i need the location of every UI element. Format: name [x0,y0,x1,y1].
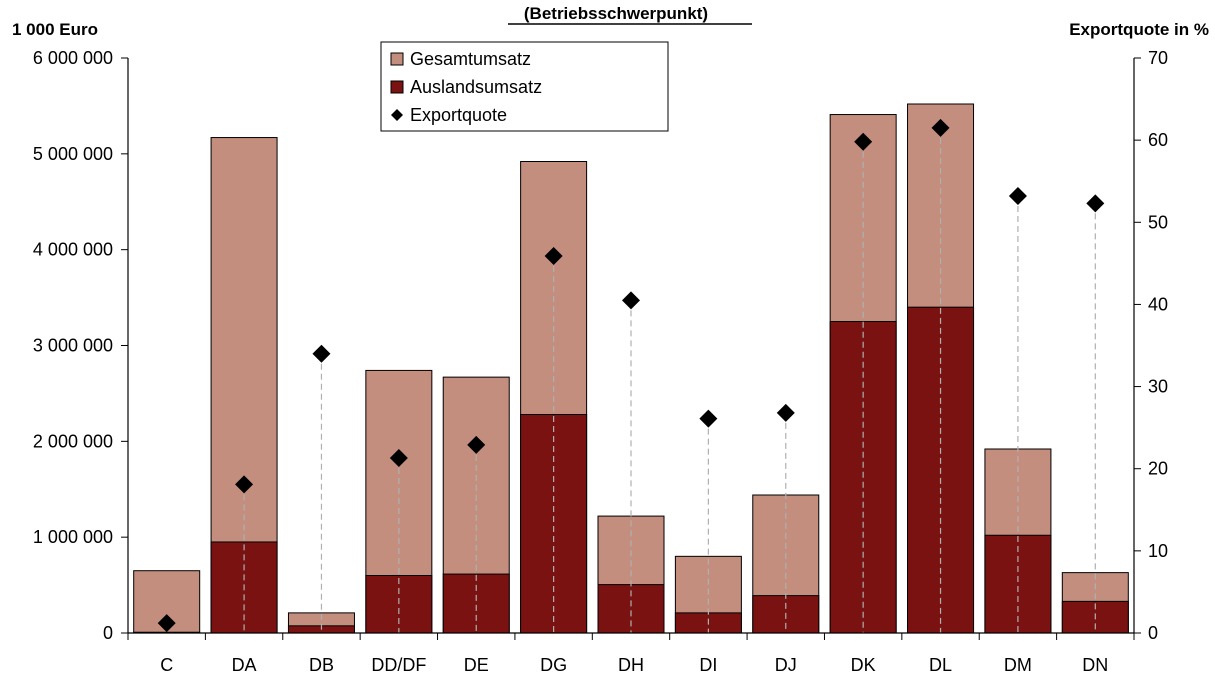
markers-layer [157,118,1105,633]
x-tick-label-5: DG [540,655,567,675]
bar-auslandsumsatz-4 [442,573,510,634]
marker-exportquote-5 [544,246,563,265]
droplines-layer [166,127,1096,633]
x-tick-label-6: DH [618,655,644,675]
marker-exportquote-6 [622,291,640,310]
left-axis-title: 1 000 Euro [12,20,98,39]
marker-exportquote-12 [1086,194,1105,213]
marker-exportquote-3 [389,449,408,468]
right-axis-title: Exportquote in % [1069,20,1209,39]
legend-swatch-gesamtumsatz [390,52,404,66]
x-tick-label-3: DD/DF [371,655,426,675]
y2-tick-label-5: 50 [1148,212,1168,232]
marker-exportquote-2 [312,344,331,363]
marker-exportquote-10 [931,118,950,137]
x-tick-label-7: DI [699,655,717,675]
x-tick-label-12: DN [1082,655,1108,675]
y-tick-label-5: 5 000 000 [33,144,113,164]
y2-tick-label-4: 40 [1148,294,1168,314]
y-tick-label-6: 6 000 000 [33,48,113,68]
x-tick-label-0: C [160,655,173,675]
x-tick-label-4: DE [464,655,489,675]
chart-title: (Betriebsschwerpunkt) [524,4,708,23]
x-tick-label-10: DL [929,655,952,675]
bar-auslandsumsatz-3 [365,575,433,634]
y-tick-label-4: 4 000 000 [33,240,113,260]
marker-exportquote-9 [854,132,873,151]
y-tick-label-0: 0 [103,623,113,643]
legend-box [380,41,669,132]
legend-label-exportquote: Exportquote [410,105,507,125]
legend: Gesamtumsatz Auslandsumsatz Exportquote [380,41,669,132]
y2-tick-label-1: 10 [1148,541,1168,561]
ticks-layer: C DA DB DD/DF DE DG DH DI DJ DK DL DM DN 0 1 000 000 2 … [33,48,1168,675]
legend-label-gesamtumsatz: Gesamtumsatz [410,49,531,69]
x-tick-label-8: DJ [775,655,797,675]
y2-tick-label-7: 70 [1148,48,1168,68]
x-tick-label-11: DM [1004,655,1032,675]
y2-tick-label-0: 0 [1148,623,1158,643]
y-tick-label-2: 2 000 000 [33,431,113,451]
legend-marker-exportquote [391,109,403,121]
legend-label-auslandsumsatz: Auslandsumsatz [410,77,542,97]
y-tick-label-1: 1 000 000 [33,527,113,547]
x-tick-label-1: DA [232,655,257,675]
y2-tick-label-2: 20 [1148,459,1168,479]
marker-exportquote-0 [157,614,176,633]
y-tick-label-3: 3 000 000 [33,336,113,356]
marker-exportquote-7 [699,409,718,428]
y2-tick-label-3: 30 [1148,377,1168,397]
marker-exportquote-11 [1008,187,1027,205]
x-tick-label-2: DB [309,655,334,675]
axes-layer [121,57,1141,640]
y2-tick-label-6: 60 [1148,130,1168,150]
marker-exportquote-8 [776,403,795,422]
x-tick-label-9: DK [851,655,876,675]
legend-swatch-auslandsumsatz [390,80,404,94]
marker-exportquote-4 [467,435,486,454]
marker-exportquote-1 [235,475,254,494]
